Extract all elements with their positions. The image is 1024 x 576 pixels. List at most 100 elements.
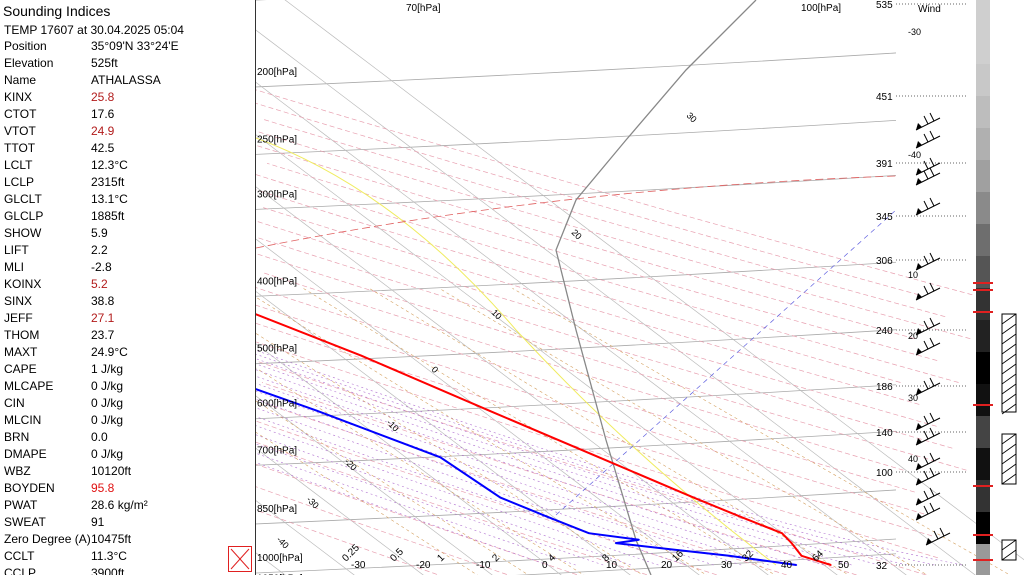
stability-cell	[976, 192, 990, 224]
index-value: 5.9	[91, 225, 255, 242]
close-icon	[229, 547, 251, 571]
index-key: THOM	[0, 327, 91, 344]
moist-adiabat	[256, 79, 852, 565]
isobar-line	[256, 120, 896, 154]
bottom-axis-label: -30	[351, 560, 366, 571]
index-value: 27.1	[91, 310, 255, 327]
index-key: CTOT	[0, 106, 91, 123]
dry-adiabat	[256, 404, 732, 575]
height-label: 140	[876, 428, 893, 439]
wind-barb	[924, 456, 928, 464]
wind-barb	[930, 338, 934, 346]
index-value: 38.8	[91, 293, 255, 310]
dewpoint-point	[672, 549, 674, 551]
wind-barb	[924, 171, 928, 179]
index-key: CAPE	[0, 361, 91, 378]
isotherm-label: 0	[430, 364, 441, 375]
pressure-label: 100[hPa]	[801, 3, 841, 14]
bottom-axis-label: 10	[606, 560, 618, 571]
index-key: GLCLP	[0, 208, 91, 225]
moist-adiabat	[256, 79, 741, 565]
wind-barb	[930, 428, 934, 436]
isotherm-line	[256, 0, 843, 575]
wind-label: Wind	[918, 4, 941, 15]
stability-cell	[976, 224, 990, 256]
bottom-axis-label: 32	[740, 548, 756, 564]
wind-barb	[930, 468, 934, 476]
bottom-axis-label: 20	[661, 560, 673, 571]
stability-cell	[976, 96, 990, 128]
stability-cell	[976, 320, 990, 352]
pressure-label: 700[hPa]	[257, 445, 297, 456]
stability-cell	[976, 384, 990, 416]
wind-barb	[930, 318, 934, 326]
index-key: Zero Degree (A)	[0, 531, 91, 548]
index-value: 91	[91, 514, 255, 531]
temperature-point	[830, 564, 832, 566]
height-label: 451	[876, 92, 893, 103]
moist-adiabat	[256, 79, 824, 565]
isotherm-label: -40	[275, 534, 291, 550]
index-value: 2.2	[91, 242, 255, 259]
temperature-point	[781, 532, 783, 534]
index-value: -2.8	[91, 259, 255, 276]
index-value: 12.3°C	[91, 157, 255, 174]
dry-adiabat	[262, 207, 919, 404]
bottom-axis-label: -20	[416, 560, 431, 571]
close-button[interactable]	[228, 546, 252, 572]
index-key: GLCLT	[0, 191, 91, 208]
wind-barb	[934, 531, 938, 539]
index-key: MAXT	[0, 344, 91, 361]
dry-adiabat	[256, 76, 972, 295]
isotherm-line	[256, 0, 1024, 575]
skew-t-canvas[interactable]: 70[hPa]100[hPa]70[hPa]100[hPa]150[hPa]20…	[256, 0, 1024, 575]
index-row: Zero Degree (A)10475ft	[0, 531, 255, 548]
height-label: 186	[876, 382, 893, 393]
index-value: 2315ft	[91, 174, 255, 191]
height-sub-label: 10	[908, 270, 918, 280]
index-key: VTOT	[0, 123, 91, 140]
height-sub-label: -40	[908, 150, 921, 160]
height-label: 535	[876, 0, 893, 11]
wind-barb	[924, 506, 928, 514]
index-value: 5.2	[91, 276, 255, 293]
index-value: 1 J/kg	[91, 361, 255, 378]
wind-barb	[930, 198, 934, 206]
wind-barb	[924, 116, 928, 124]
dry-adiabat	[256, 120, 970, 339]
bottom-axis-label: 40	[781, 560, 793, 571]
pressure-label: 400[hPa]	[257, 276, 297, 287]
index-value: 10120ft	[91, 463, 255, 480]
stability-cell	[976, 0, 990, 32]
dewpoint-point	[500, 497, 502, 499]
isotherm-label: -30	[305, 494, 321, 510]
index-value: 0 J/kg	[91, 378, 255, 395]
index-key: MLI	[0, 259, 91, 276]
index-value: 42.5	[91, 140, 255, 157]
stability-cell	[976, 448, 990, 480]
wind-barb	[930, 378, 934, 386]
index-key: KOINX	[0, 276, 91, 293]
index-value: 35°09'N 33°24'E	[91, 38, 255, 55]
isotherm-line	[256, 0, 981, 575]
index-value: 0.0	[91, 429, 255, 446]
temperature-point	[489, 410, 491, 412]
skew-t-diagram[interactable]: 70[hPa]100[hPa]70[hPa]100[hPa]150[hPa]20…	[256, 0, 1024, 575]
wind-barb	[924, 201, 928, 209]
pressure-label: 850[hPa]	[257, 504, 297, 515]
bottom-axis-label: 0.5	[388, 546, 406, 564]
dry-adiabat	[256, 339, 938, 558]
index-value: 28.6 kg/m²	[91, 497, 255, 514]
isobar-line	[256, 330, 896, 364]
